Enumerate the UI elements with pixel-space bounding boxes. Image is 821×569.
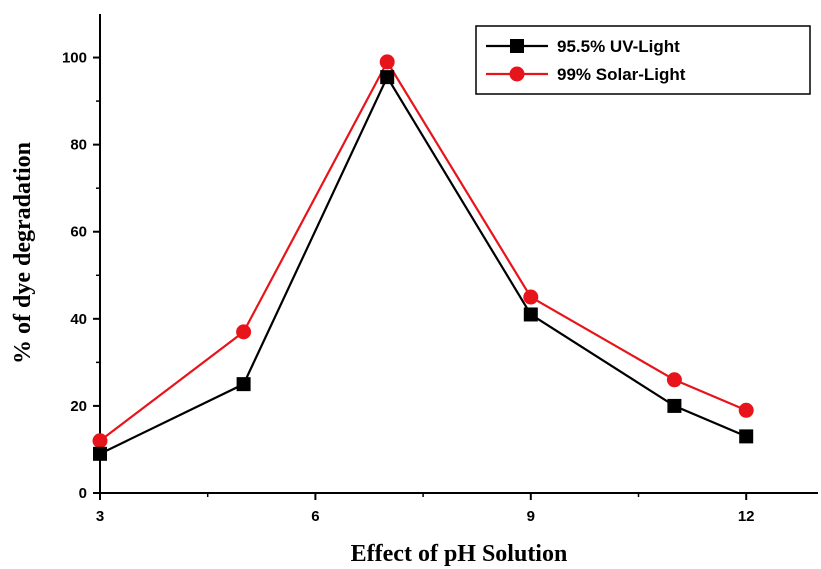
legend: 95.5% UV-Light 99% Solar-Light bbox=[475, 25, 811, 95]
legend-label-uv-light: 95.5% UV-Light bbox=[557, 37, 680, 56]
legend-box bbox=[475, 25, 811, 95]
y-tick-label: 20 bbox=[70, 398, 87, 415]
data-point-uv-light bbox=[739, 429, 754, 444]
series-line-uv-light bbox=[99, 74, 747, 455]
x-tick-label: 12 bbox=[738, 508, 755, 525]
x-tick-label: 9 bbox=[527, 508, 535, 525]
x-axis-title: Effect of pH Solution bbox=[351, 541, 568, 567]
data-point-solar-light bbox=[236, 324, 252, 340]
y-tick-label: 60 bbox=[70, 224, 87, 241]
y-axis-title: % of dye degradation bbox=[10, 142, 36, 364]
axis-ticks: 3 6 9 12 0 20 40 60 80 100 bbox=[62, 50, 755, 525]
y-tick-label: 80 bbox=[70, 137, 87, 154]
data-point-uv-light bbox=[93, 446, 107, 461]
data-point-uv-light bbox=[380, 70, 395, 85]
data-point-uv-light bbox=[236, 377, 251, 392]
data-point-solar-light bbox=[379, 54, 395, 70]
data-point-solar-light bbox=[92, 433, 108, 449]
x-tick-label: 6 bbox=[311, 508, 319, 525]
y-tick-label: 40 bbox=[70, 311, 87, 328]
legend-marker-solar-light bbox=[509, 66, 525, 82]
plot-area bbox=[99, 14, 818, 494]
series-line-solar-light bbox=[99, 59, 747, 442]
data-point-uv-light bbox=[667, 398, 682, 413]
series-layer bbox=[92, 54, 754, 461]
data-point-solar-light bbox=[523, 289, 539, 305]
y-tick-label: 0 bbox=[79, 485, 87, 502]
y-tick-label: 100 bbox=[62, 50, 87, 67]
legend-label-solar-light: 99% Solar-Light bbox=[557, 65, 686, 84]
x-tick-label: 3 bbox=[96, 508, 104, 525]
legend-marker-uv-light bbox=[510, 39, 524, 53]
data-point-solar-light bbox=[738, 402, 754, 418]
data-point-uv-light bbox=[523, 307, 538, 322]
data-point-solar-light bbox=[666, 372, 682, 388]
